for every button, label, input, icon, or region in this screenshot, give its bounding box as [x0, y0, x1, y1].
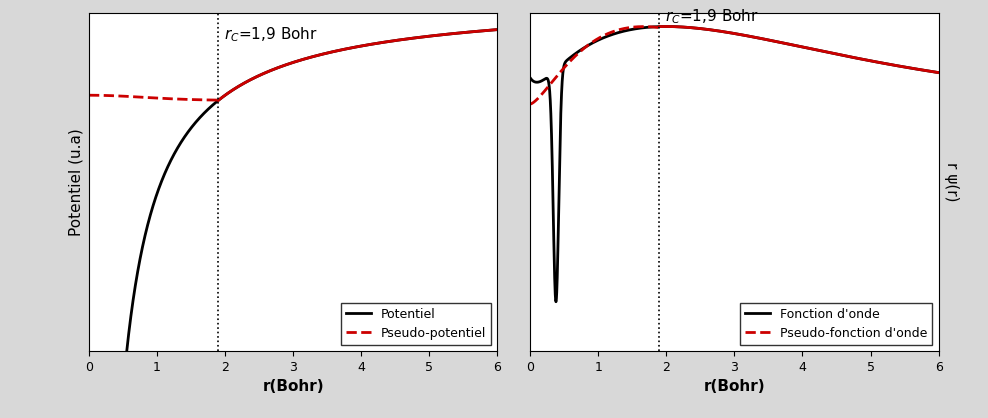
Pseudo-fonction d'onde	[933, 70, 945, 75]
Text: $r_C$=1,9 Bohr: $r_C$=1,9 Bohr	[223, 25, 317, 44]
Fonction d'onde	[829, 51, 841, 56]
Fonction d'onde	[770, 39, 782, 44]
Line: Fonction d'onde: Fonction d'onde	[531, 26, 939, 302]
Fonction d'onde	[550, 299, 562, 304]
X-axis label: r(Bohr): r(Bohr)	[703, 380, 765, 395]
Pseudo-fonction d'onde	[776, 40, 787, 45]
Pseudo-fonction d'onde	[716, 29, 728, 34]
Potentiel	[158, 173, 170, 178]
Potentiel	[419, 34, 431, 39]
Pseudo-potentiel	[334, 48, 346, 53]
Potentiel	[349, 45, 361, 50]
Potentiel	[328, 49, 340, 54]
Line: Potentiel: Potentiel	[90, 30, 497, 418]
Y-axis label: r ψ(r): r ψ(r)	[945, 162, 959, 201]
Line: Pseudo-potentiel: Pseudo-potentiel	[218, 30, 497, 100]
Pseudo-fonction d'onde	[660, 24, 672, 29]
Pseudo-potentiel	[249, 75, 261, 80]
Pseudo-fonction d'onde	[784, 42, 796, 47]
Pseudo-fonction d'onde	[690, 25, 701, 31]
Pseudo-potentiel	[491, 27, 503, 32]
Pseudo-potentiel	[334, 48, 346, 53]
Potentiel	[388, 38, 400, 43]
Potentiel	[491, 27, 503, 32]
Pseudo-potentiel	[415, 35, 427, 40]
Fonction d'onde	[933, 70, 945, 75]
Pseudo-potentiel	[344, 46, 356, 51]
Fonction d'onde	[599, 35, 611, 40]
Y-axis label: Potentiel (u.a): Potentiel (u.a)	[68, 128, 83, 236]
X-axis label: r(Bohr): r(Bohr)	[263, 380, 324, 395]
Legend: Potentiel, Pseudo-potentiel: Potentiel, Pseudo-potentiel	[341, 303, 491, 345]
Fonction d'onde	[790, 43, 802, 48]
Potentiel	[239, 80, 251, 85]
Pseudo-fonction d'onde	[775, 40, 786, 45]
Text: $r_C$=1,9 Bohr: $r_C$=1,9 Bohr	[665, 8, 759, 26]
Pseudo-potentiel	[276, 64, 288, 69]
Line: Pseudo-fonction d'onde: Pseudo-fonction d'onde	[660, 26, 939, 73]
Pseudo-potentiel	[212, 98, 224, 103]
Fonction d'onde	[660, 24, 672, 29]
Fonction d'onde	[525, 75, 536, 80]
Fonction d'onde	[681, 25, 693, 30]
Fonction d'onde	[861, 57, 872, 62]
Pseudo-fonction d'onde	[857, 57, 868, 62]
Legend: Fonction d'onde, Pseudo-fonction d'onde: Fonction d'onde, Pseudo-fonction d'onde	[740, 303, 933, 345]
Pseudo-fonction d'onde	[654, 24, 666, 29]
